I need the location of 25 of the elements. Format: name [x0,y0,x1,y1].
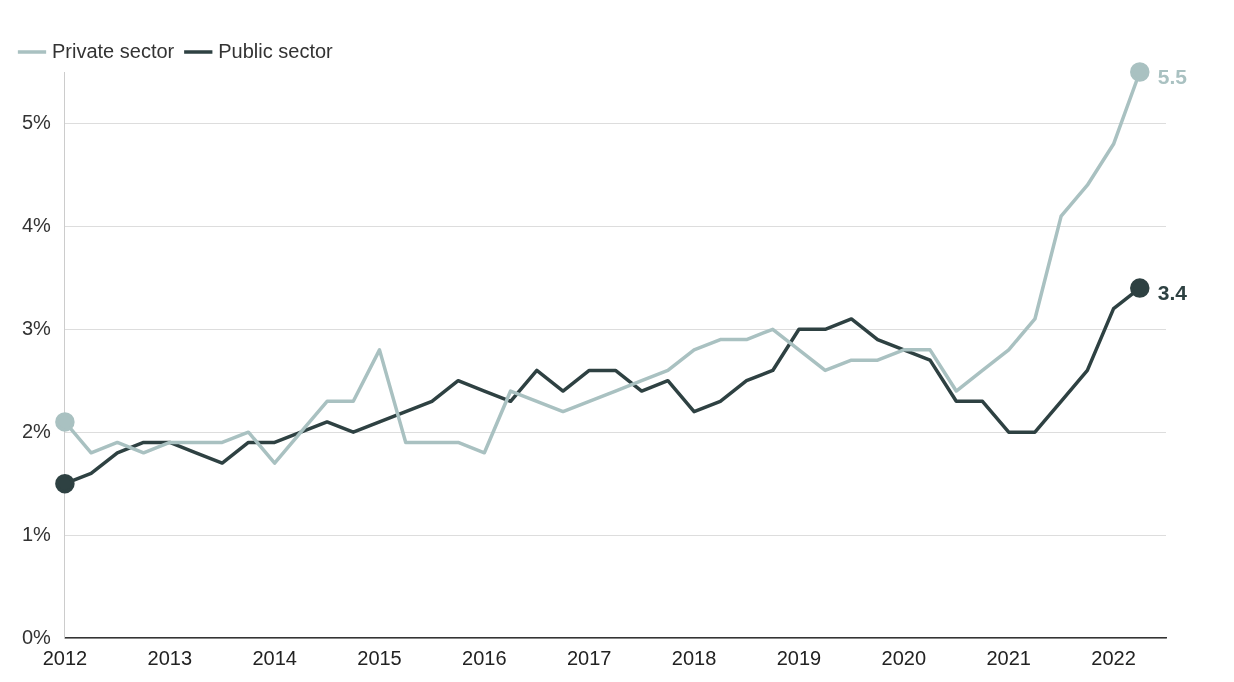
x-tick-label: 2016 [462,646,507,669]
y-tick-label: 3% [22,316,52,339]
y-tick-label: 5% [22,110,52,133]
point [55,473,75,494]
point [1130,278,1150,298]
y-tick-label: 0% [22,625,52,648]
y-tick-label: 1% [22,522,52,545]
x-tick-label: 2017 [566,646,612,669]
x-tick-label: 2013 [147,646,193,669]
point [55,412,75,432]
data-label: 5.5 [1157,64,1188,88]
x-tick-label: 2012 [42,646,88,669]
y-tick-label: 4% [22,213,52,236]
x-tick-label: 2019 [776,646,822,669]
data-label: 3.4 [1157,280,1188,304]
legend-label: Private sector [52,39,175,62]
x-tick-label: 2022 [1091,646,1136,669]
point [1130,62,1150,82]
x-tick-label: 2020 [881,646,927,669]
legend-label: Public sector [218,39,334,62]
x-tick-label: 2021 [986,646,1031,669]
x-tick-label: 2018 [671,646,717,669]
y-tick-label: 2% [22,419,52,442]
x-tick-label: 2014 [252,646,297,669]
x-tick-label: 2015 [357,646,402,669]
